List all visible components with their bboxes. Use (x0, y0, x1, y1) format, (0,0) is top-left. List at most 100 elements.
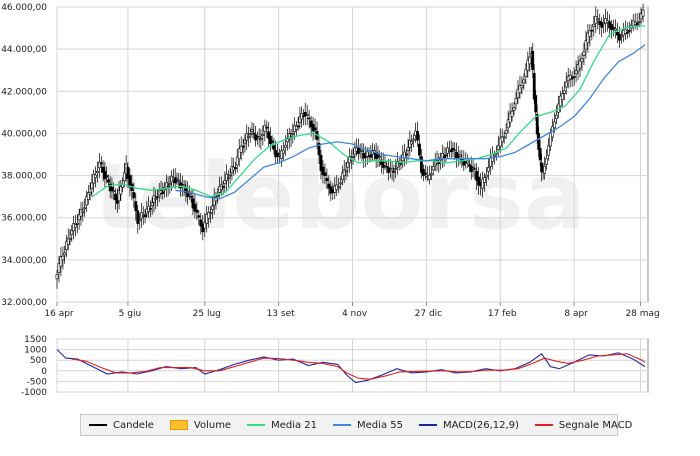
candle-body (99, 162, 103, 165)
candle-body (586, 32, 590, 44)
candle-body (150, 202, 154, 206)
candle-body (483, 177, 486, 183)
candle-body (55, 274, 59, 280)
candle-body (410, 141, 414, 145)
candle-body (211, 205, 214, 210)
candle-body (105, 175, 109, 178)
candle-body (475, 171, 479, 181)
candle-body (360, 150, 364, 152)
candle-body (247, 136, 250, 138)
candle-body (596, 18, 600, 20)
candle-body (148, 208, 152, 210)
y-tick-label: 32.000,00 (1, 298, 47, 308)
legend-item-segnale-macd[interactable]: Segnale MACD (534, 420, 632, 431)
candle-body (616, 31, 619, 36)
candle-body (122, 172, 126, 181)
candle-body (553, 121, 556, 129)
legend-swatch (89, 424, 107, 426)
candle-body (444, 154, 448, 157)
candle-body (132, 192, 136, 199)
candle-body (70, 230, 74, 235)
candle-body (307, 117, 311, 120)
candle-body (423, 172, 427, 175)
candle-body (296, 125, 300, 128)
candle-body (187, 192, 191, 195)
candle-body (540, 162, 544, 173)
candle-body (282, 149, 285, 154)
candle-body (250, 129, 254, 132)
candle-body (496, 144, 500, 150)
legend-item-media-21[interactable]: Media 21 (247, 420, 317, 431)
candle-body (418, 143, 421, 156)
candle-body (620, 35, 623, 38)
candle-body (442, 156, 446, 158)
x-tick-label: 17 feb (488, 309, 517, 319)
candle-body (65, 241, 68, 251)
candle-body (243, 139, 247, 144)
candle-body (228, 174, 232, 177)
candle-body (226, 177, 230, 179)
legend-item-media-55[interactable]: Media 55 (333, 420, 403, 431)
candle-body (126, 166, 130, 179)
candle-body (600, 22, 604, 28)
macd-y-tick-label: 1000 (24, 346, 47, 356)
candle-body (267, 131, 270, 139)
candle-body (487, 167, 490, 172)
candle-body (547, 145, 550, 156)
candle-body (265, 126, 269, 129)
candle-body (635, 22, 639, 26)
candle-body (203, 222, 207, 229)
candle-body (177, 179, 181, 182)
legend-swatch (247, 424, 266, 426)
candle-body (114, 193, 117, 200)
candle-body (477, 176, 480, 186)
candle-body (193, 204, 197, 212)
candle-body (485, 174, 488, 178)
candle-body (504, 129, 508, 134)
y-tick-label: 40.000,00 (1, 129, 47, 139)
macd-y-tick-label: 0 (41, 367, 47, 377)
candle-body (554, 114, 558, 119)
candle-body (221, 186, 225, 188)
candle-body (239, 145, 243, 153)
legend-label: Volume (193, 419, 232, 431)
candle-body (404, 153, 408, 156)
candle-body (458, 154, 462, 157)
candle-body (351, 155, 355, 158)
candle-body (119, 186, 123, 195)
candle-body (261, 133, 265, 136)
candle-body (77, 214, 81, 221)
candle-body (532, 73, 536, 100)
candle-body (431, 166, 435, 171)
candle-body (627, 29, 631, 32)
candle-body (506, 119, 510, 129)
candle-body (268, 136, 272, 144)
candle-body (344, 170, 348, 173)
candle-body (173, 177, 177, 184)
x-tick-label: 16 apr (44, 309, 74, 319)
candle-body (394, 168, 398, 170)
candle-body (103, 171, 107, 180)
media-21-line (92, 25, 645, 198)
candle-body (512, 107, 516, 111)
candle-body (216, 195, 220, 197)
candle-body (298, 116, 302, 123)
candle-body (97, 161, 101, 169)
candle-body (75, 223, 79, 225)
watermark: teleborsa (94, 143, 586, 250)
candle-body (252, 132, 256, 135)
candle-body (545, 158, 548, 165)
legend-label: Candele (113, 419, 154, 431)
legend-item-volume[interactable]: Volume (169, 419, 232, 431)
candle-body (88, 192, 92, 195)
candle-body (92, 173, 96, 184)
candle-body (574, 70, 578, 75)
legend-item-macd[interactable]: MACD(26,12,9) (418, 420, 519, 431)
candle-body (538, 147, 542, 161)
macd-y-tick-label: 1500 (24, 335, 47, 345)
candle-body (175, 178, 179, 181)
legend-item-candele[interactable]: Candele (89, 420, 154, 431)
candle-body (500, 136, 504, 143)
candle-body (117, 190, 121, 202)
